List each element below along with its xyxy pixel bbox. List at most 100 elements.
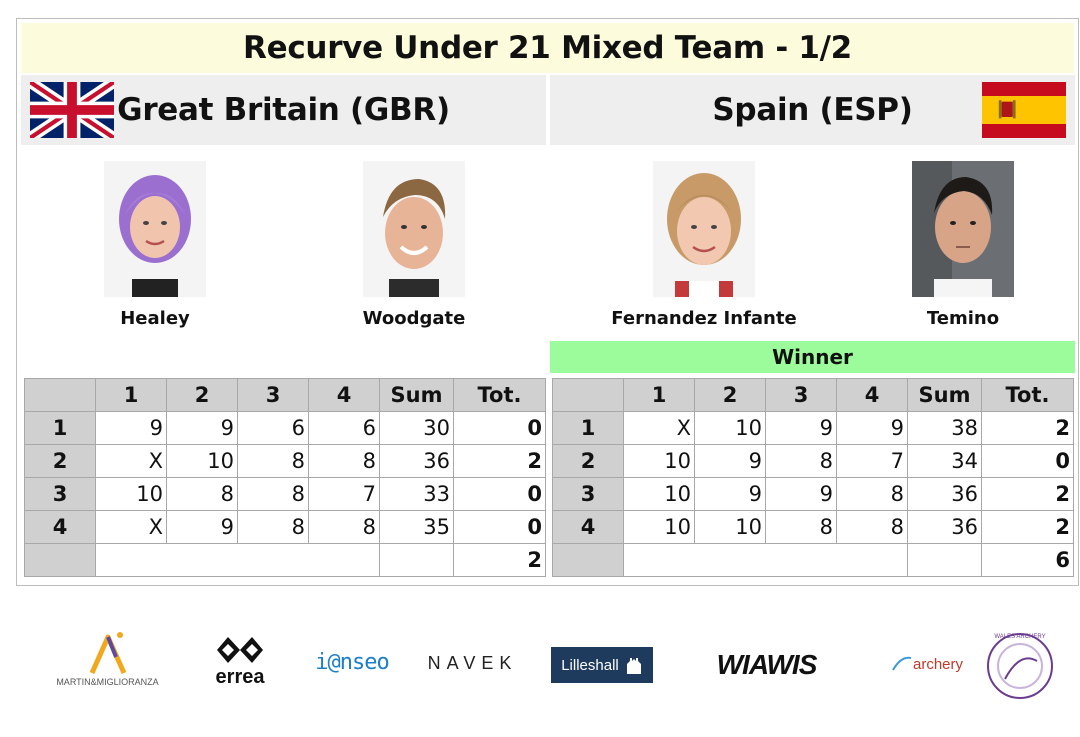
match-total: 2 [453,543,546,577]
athlete-photo [653,161,755,297]
blank-cell [95,543,380,577]
arrow-score: 8 [836,510,908,544]
end-number: 2 [552,444,624,478]
arrow-score: 10 [623,444,695,478]
navek-logo: NAVEK [420,640,525,686]
end-number: 4 [552,510,624,544]
wales-archery-badge-icon [987,633,1053,699]
athlete-name: Woodgate [362,308,466,329]
header-cell: 2 [166,378,238,412]
arrow-score: 9 [166,411,238,445]
end-sum: 36 [379,444,454,478]
team-name-left: Great Britain (GBR) [117,92,450,128]
table-row: 2 10 9 8 7 34 0 [552,444,1074,478]
end-number: 1 [24,411,96,445]
end-sum: 30 [379,411,454,445]
total-row-header [552,543,624,577]
arrow-score: 9 [694,477,766,511]
set-points: 0 [981,444,1074,478]
scorecard-header-row: 1 2 3 4 Sum Tot. [552,378,1074,412]
table-row: 4 10 10 8 8 36 2 [552,510,1074,544]
sponsor-name: archery [912,655,964,673]
blank-cell [379,543,454,577]
errea-logo: errea [205,625,275,695]
table-row: 1 X 10 9 9 38 2 [552,411,1074,445]
blank-cell [907,543,982,577]
total-row: 6 [552,543,1074,577]
end-number: 4 [24,510,96,544]
archery-gb-swoosh-icon [892,656,912,671]
header-cell: 1 [623,378,695,412]
scorecard-right: 1 2 3 4 Sum Tot. 1 X 10 9 9 38 2 2 10 9 … [552,378,1074,577]
end-sum: 36 [907,477,982,511]
scorecard-left: 1 2 3 4 Sum Tot. 1 9 9 6 6 30 0 2 X 10 8… [24,378,546,577]
arrow-score: 10 [623,477,695,511]
arrow-score: 8 [308,510,380,544]
sponsor-name: WALES ARCHERY [994,634,1046,640]
header-cell: 1 [95,378,167,412]
archery-gb-logo: archery [878,644,976,684]
athlete-photo [363,161,465,297]
table-row: 3 10 8 8 7 33 0 [24,477,546,511]
lilleshall-building-icon [626,658,641,674]
match-title-bar: Recurve Under 21 Mixed Team - 1/2 [21,23,1074,73]
sponsor-name: NAVEK [427,652,518,673]
sponsor-name: WIAWIS [716,649,818,680]
arrow-score: 10 [623,510,695,544]
end-sum: 35 [379,510,454,544]
arrow-score: 8 [308,444,380,478]
header-cell: 3 [765,378,837,412]
header-cell: Tot. [453,378,546,412]
end-sum: 34 [907,444,982,478]
arrow-score: 6 [237,411,309,445]
arrow-score: 10 [694,411,766,445]
scorecard-header-row: 1 2 3 4 Sum Tot. [24,378,546,412]
end-number: 3 [24,477,96,511]
arrow-score: 9 [95,411,167,445]
header-cell: Sum [379,378,454,412]
team-header-left: Great Britain (GBR) [21,75,546,145]
athlete-name: Temino [926,308,1000,329]
ianseo-logo: i@nseo [312,642,392,682]
arrow-score: 9 [836,411,908,445]
arrow-score: X [623,411,695,445]
header-cell: Tot. [981,378,1074,412]
arrow-score: X [95,510,167,544]
martin-miglioranza-logo: MARTIN&MIGLIORANZA [50,618,165,698]
winner-label: Winner [772,345,853,369]
table-row: 4 X 9 8 8 35 0 [24,510,546,544]
athlete-card: Healey [55,161,255,329]
sponsor-name: i@nseo [315,649,389,675]
arrow-score: 9 [166,510,238,544]
athlete-name: Healey [120,308,190,329]
athlete-photo [912,161,1014,297]
blank-cell [623,543,908,577]
match-total: 6 [981,543,1074,577]
arrow-score: 8 [237,477,309,511]
arrow-score: 6 [308,411,380,445]
end-number: 2 [24,444,96,478]
arrow-score: 8 [166,477,238,511]
errea-mark-icon [217,637,263,663]
match-title: Recurve Under 21 Mixed Team - 1/2 [243,30,852,66]
match-panel: Recurve Under 21 Mixed Team - 1/2 Great … [16,18,1079,586]
wales-archery-logo: WALES ARCHERY [984,630,1056,702]
arrow-score: 10 [95,477,167,511]
set-points: 0 [453,411,546,445]
end-sum: 38 [907,411,982,445]
team-name-right: Spain (ESP) [712,92,913,128]
header-cell [24,378,96,412]
team-header-right: Spain (ESP) [550,75,1075,145]
sponsor-name: Lilleshall [561,656,619,674]
set-points: 0 [453,477,546,511]
lilleshall-logo: Lilleshall [551,647,653,683]
arrow-score: 8 [237,444,309,478]
set-points: 2 [981,411,1074,445]
winner-banner: Winner [550,341,1075,373]
arrow-score: X [95,444,167,478]
header-cell: Sum [907,378,982,412]
header-cell: 4 [836,378,908,412]
arrow-score: 9 [765,411,837,445]
sponsor-name: errea [215,666,265,688]
total-row-header [24,543,96,577]
